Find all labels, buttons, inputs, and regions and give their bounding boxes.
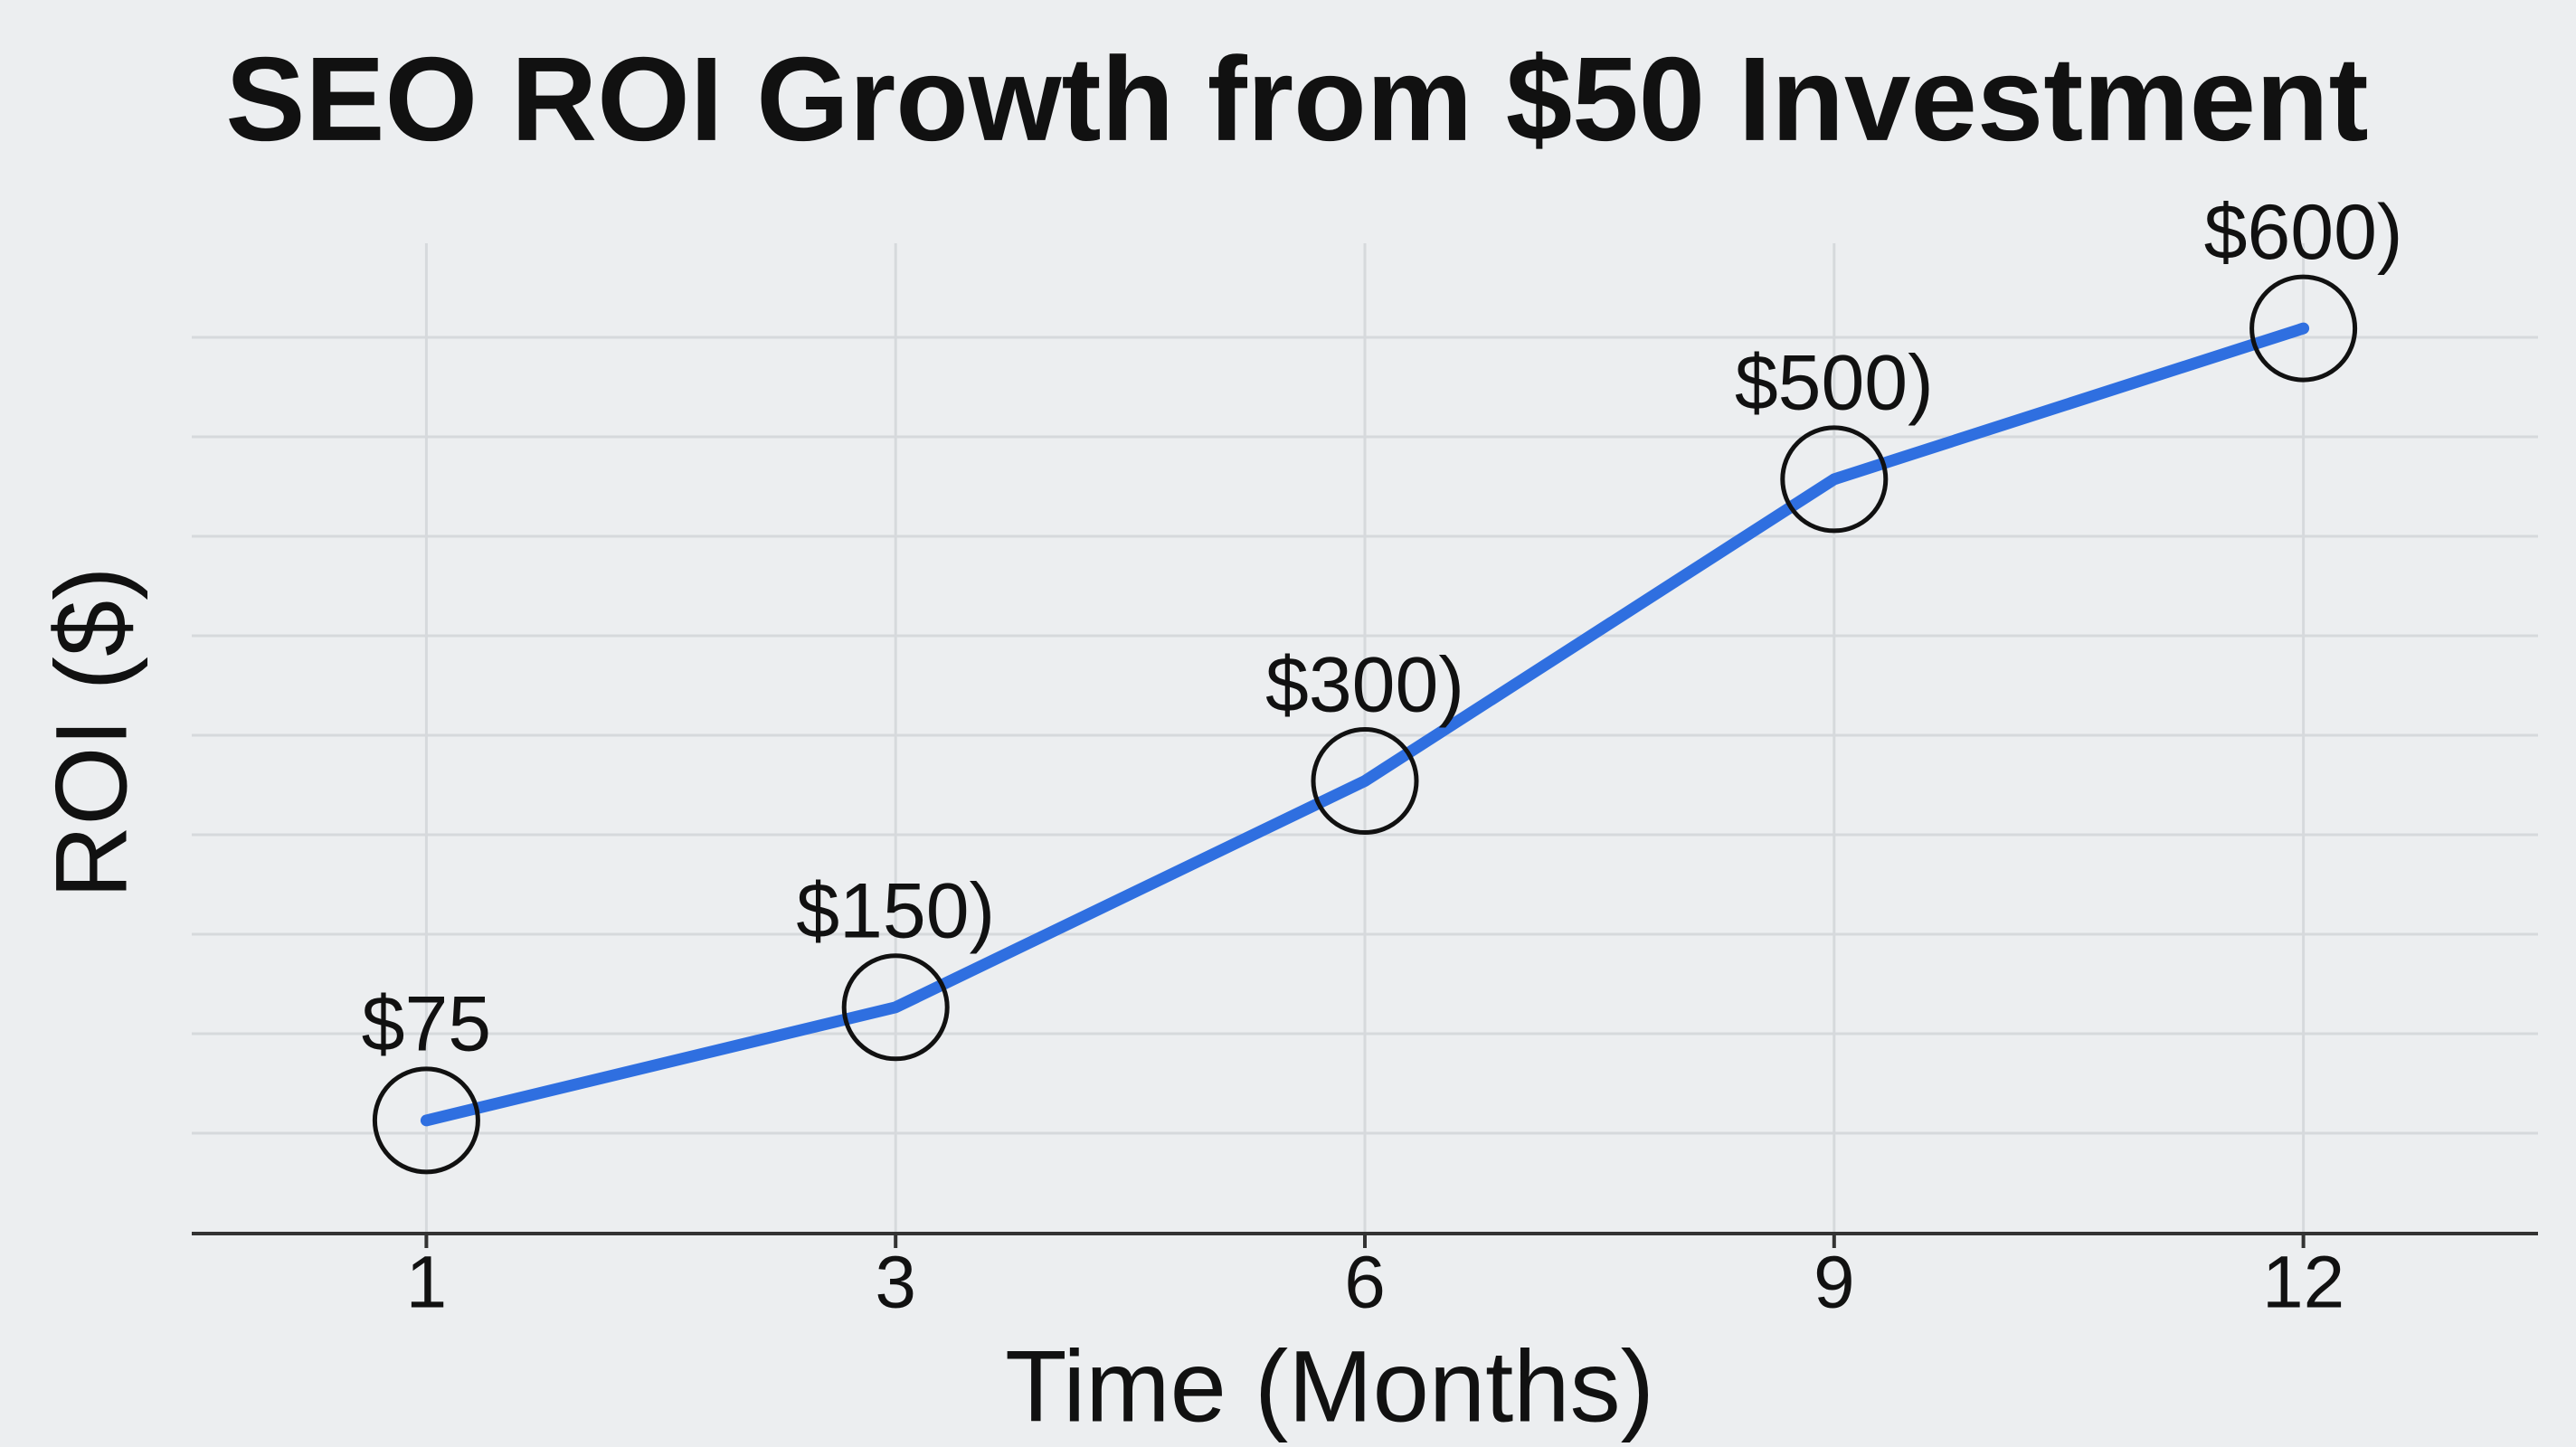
data-point xyxy=(1311,727,1419,836)
x-axis-label: Time (Months) xyxy=(1005,1330,1654,1443)
data-label: $150) xyxy=(796,867,995,954)
data-label: $600) xyxy=(2204,189,2403,276)
x-tick-label: 3 xyxy=(875,1242,916,1324)
data-label: $500) xyxy=(1735,340,1934,427)
x-tick-label: 1 xyxy=(406,1242,448,1324)
data-point xyxy=(841,953,950,1062)
x-tick-label: 9 xyxy=(1814,1242,1855,1324)
data-point xyxy=(2249,274,2358,383)
x-tick-label: 6 xyxy=(1344,1242,1386,1324)
x-tick-label: 12 xyxy=(2262,1242,2344,1324)
data-point xyxy=(1780,425,1889,534)
data-line xyxy=(420,322,2310,1127)
y-axis-label: ROI ($) xyxy=(35,566,148,898)
data-point xyxy=(372,1066,480,1175)
chart-title: SEO ROI Growth from $50 Investment xyxy=(225,33,2368,166)
data-label: $300) xyxy=(1265,641,1464,728)
data-label: $75 xyxy=(362,981,492,1068)
